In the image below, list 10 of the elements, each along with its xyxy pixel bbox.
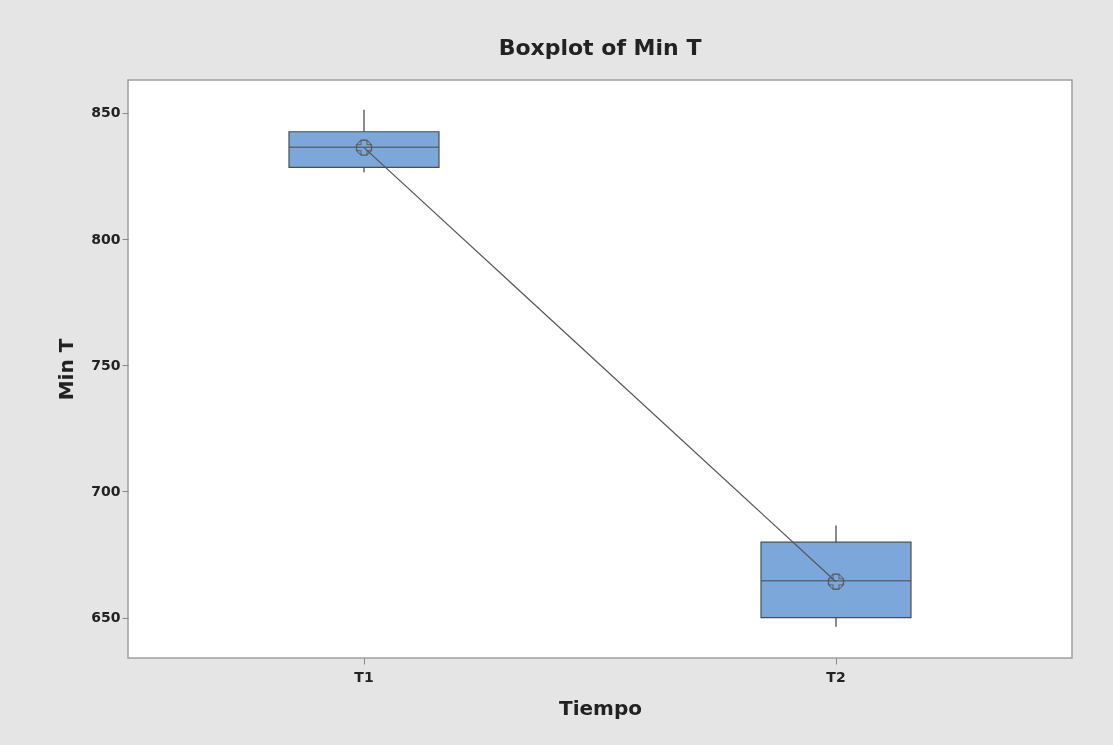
x-tick-label: T2 — [826, 668, 846, 685]
y-tick-label: 700 — [91, 482, 121, 499]
y-tick-label: 650 — [91, 609, 121, 626]
x-axis-title: Tiempo — [559, 695, 642, 720]
y-axis-title: Min T — [54, 338, 79, 401]
y-tick-label: 850 — [91, 104, 121, 121]
y-tick-label: 800 — [91, 230, 121, 247]
x-tick-label: T1 — [354, 668, 374, 685]
chart-title: Boxplot of Min T — [498, 35, 702, 60]
y-tick-label: 750 — [91, 356, 121, 373]
